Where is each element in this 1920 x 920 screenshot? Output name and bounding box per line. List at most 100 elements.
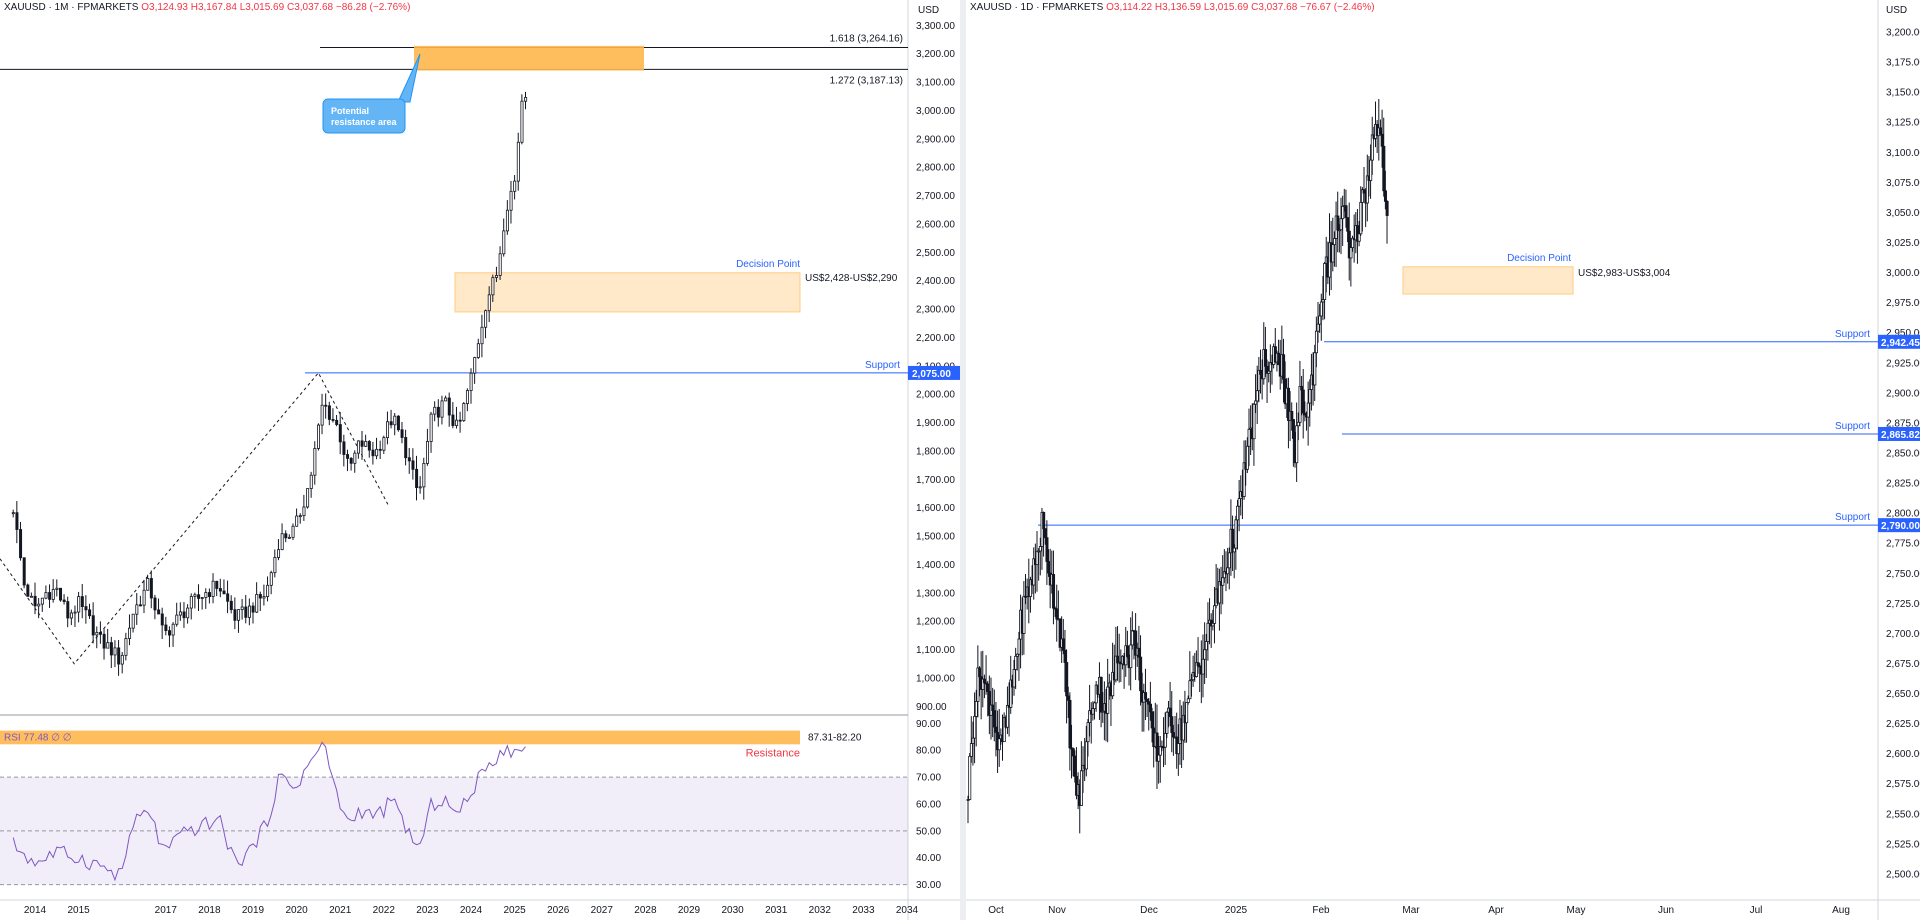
candle-body <box>280 533 284 551</box>
candle-body <box>360 440 364 447</box>
candle-body <box>1061 638 1065 651</box>
candle-body <box>1014 655 1018 670</box>
time-tick-label: Jun <box>1658 905 1674 916</box>
candle-body <box>1012 669 1016 688</box>
rsi-resistance-zone <box>0 730 800 745</box>
candle-body <box>974 700 978 717</box>
candle-body <box>233 609 237 621</box>
candle-body <box>994 726 998 733</box>
candle-body <box>189 596 193 609</box>
candle-body <box>476 343 480 358</box>
candle-body <box>353 452 357 464</box>
candle-body <box>407 457 411 462</box>
price-tick-label: 3,100.00 <box>1886 148 1920 159</box>
price-tick-label: 2,875.00 <box>1886 418 1920 429</box>
price-tick-label: 2,675.00 <box>1886 659 1920 670</box>
candle-body <box>51 589 55 600</box>
candle-body <box>1221 577 1225 586</box>
candle-body <box>1139 656 1143 692</box>
candle-body <box>1188 680 1192 700</box>
candle-body <box>1323 263 1327 300</box>
daily-chart-panel[interactable]: XAUUSD · 1D · FPMARKETS O3,114.22 H3,136… <box>966 0 1920 920</box>
candle-body <box>15 512 19 530</box>
candle-body <box>1106 686 1110 714</box>
candle-body <box>229 600 233 611</box>
price-tick-label: 3,200.00 <box>1886 28 1920 39</box>
candle-body <box>1144 692 1148 700</box>
candle-body <box>1319 301 1323 317</box>
candle-body <box>1382 145 1386 192</box>
candle-body <box>378 448 382 451</box>
candle-body <box>1362 189 1366 194</box>
candle-body <box>128 627 132 639</box>
candle-body <box>1068 699 1072 749</box>
candle-body <box>1137 647 1141 658</box>
candle-body <box>255 594 259 613</box>
candle-body <box>186 607 190 619</box>
candle-body <box>59 587 63 601</box>
time-tick-label: 2018 <box>198 905 221 916</box>
candle-body <box>55 587 59 590</box>
candle-body <box>386 421 390 439</box>
callout-text-line1: Potential <box>331 106 369 116</box>
candle-body <box>200 597 204 599</box>
panel-divider[interactable] <box>960 0 966 920</box>
time-tick-label: 2026 <box>547 905 570 916</box>
candle-body <box>1232 547 1236 553</box>
candle-body <box>1379 127 1383 135</box>
candle-body <box>1346 217 1350 232</box>
candle-body <box>404 437 408 459</box>
candle-body <box>1168 707 1172 718</box>
candle-body <box>1300 385 1304 391</box>
candle-body <box>273 557 277 574</box>
candle-body <box>505 209 509 232</box>
candle-body <box>19 529 23 559</box>
price-tick-label: 1,100.00 <box>916 645 955 656</box>
candle-body <box>1237 498 1241 507</box>
candle-body <box>33 595 37 607</box>
candle-body <box>487 294 491 312</box>
candle-body <box>320 404 324 426</box>
candle-body <box>1349 247 1353 259</box>
candle-body <box>138 604 142 607</box>
price-tick-label: 2,725.00 <box>1886 599 1920 610</box>
time-tick-label: 2017 <box>155 905 178 916</box>
symbol-label: XAUUSD · 1D · FPMARKETS <box>970 2 1104 13</box>
candle-body <box>226 593 230 602</box>
candle-body <box>193 594 197 597</box>
low-value: L3,015.69 <box>1203 2 1249 13</box>
time-tick-label: Apr <box>1488 905 1504 916</box>
price-tick-label: 2,500.00 <box>1886 869 1920 880</box>
candle-body <box>309 474 313 489</box>
price-tick-label: 2,975.00 <box>1886 298 1920 309</box>
fib-1272-label: 1.272 (3,187.13) <box>830 75 903 86</box>
candle-body <box>22 557 26 586</box>
price-tick-label: 2,600.00 <box>1886 749 1920 760</box>
candle-body <box>99 632 103 635</box>
rsi-tick-label: 40.00 <box>916 853 941 864</box>
candle-body <box>968 755 972 800</box>
candle-body <box>495 275 499 278</box>
candle-body <box>73 611 77 614</box>
candle-body <box>513 180 517 192</box>
candle-body <box>1314 330 1318 354</box>
rsi-tick-label: 60.00 <box>916 799 941 810</box>
support-price-tag <box>908 365 960 380</box>
price-tick-label: 3,000.00 <box>916 106 955 117</box>
support-price-tag <box>1878 334 1920 349</box>
candle-body <box>498 253 502 276</box>
candle-body <box>1206 622 1210 642</box>
candle-body <box>204 592 208 598</box>
time-tick-label: 2034 <box>896 905 919 916</box>
daily-legend: XAUUSD · 1D · FPMARKETS O3,114.22 H3,136… <box>970 2 1375 13</box>
price-tick-label: 3,200.00 <box>916 49 955 60</box>
candle-body <box>1017 638 1021 655</box>
monthly-chart[interactable]: USD 3,300.00 3,200.00 3,100.00 3,000.00 2,900… <box>0 0 960 920</box>
time-tick-label: 2014 <box>24 905 47 916</box>
daily-chart[interactable]: USD 3,200.00 3,175.00 3,150.00 3,125.00 3,100… <box>966 0 1920 920</box>
price-tick-label: 2,500.00 <box>916 248 955 259</box>
candle-body <box>1336 215 1340 231</box>
candle-body <box>1291 419 1295 439</box>
monthly-chart-panel[interactable]: XAUUSD · 1M · FPMARKETS O3,124.93 H3,167… <box>0 0 960 920</box>
candle-body <box>1203 649 1207 660</box>
